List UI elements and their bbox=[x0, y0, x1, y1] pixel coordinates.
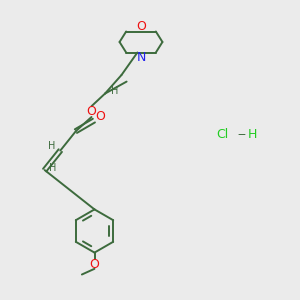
Text: O: O bbox=[95, 110, 105, 124]
Text: H: H bbox=[48, 141, 56, 151]
Text: H: H bbox=[247, 128, 257, 142]
Text: N: N bbox=[136, 51, 146, 64]
Text: O: O bbox=[87, 105, 96, 118]
Text: O: O bbox=[90, 257, 99, 271]
Text: O: O bbox=[136, 20, 146, 33]
Text: Cl: Cl bbox=[216, 128, 228, 142]
Text: ‒: ‒ bbox=[238, 128, 245, 142]
Text: H: H bbox=[49, 163, 56, 173]
Text: H: H bbox=[111, 86, 118, 97]
